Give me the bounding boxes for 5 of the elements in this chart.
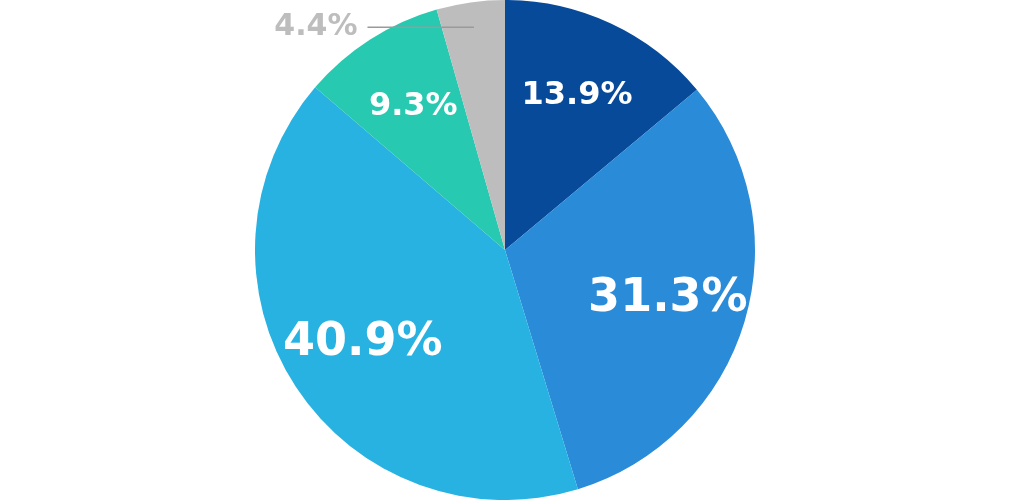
data-label: 4.4%	[274, 6, 358, 42]
data-label: 13.9%	[521, 74, 633, 113]
data-label: 31.3%	[588, 267, 748, 322]
data-label: 40.9%	[282, 312, 443, 367]
data-label: 9.3%	[368, 85, 458, 124]
